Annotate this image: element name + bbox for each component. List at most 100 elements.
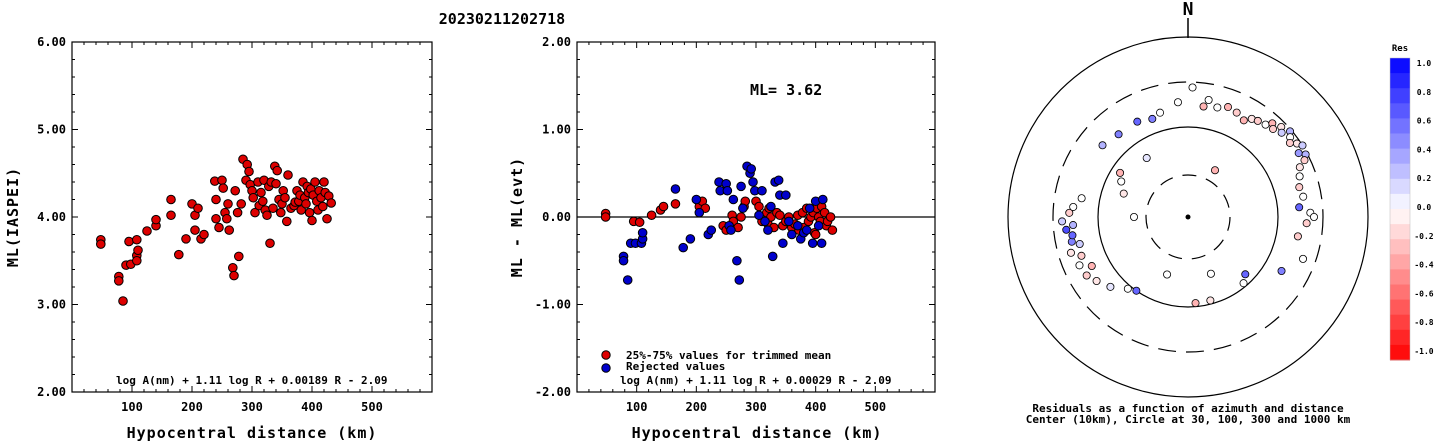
data-point — [262, 210, 272, 221]
data-point — [746, 164, 757, 174]
colorbar-cell — [1390, 344, 1410, 361]
data-point — [132, 234, 142, 245]
colorbar-cell — [1390, 58, 1410, 74]
plot-frame — [71, 41, 433, 393]
y-tick-label: 6.00 — [37, 35, 66, 49]
legend-label-trimmed: 25%-75% values for trimmed mean — [626, 349, 831, 362]
data-point — [211, 213, 221, 224]
data-point — [318, 201, 328, 212]
data-point — [181, 234, 191, 244]
station-marker — [1241, 270, 1250, 279]
colorbar-cell — [1390, 118, 1410, 134]
station-marker — [1069, 202, 1078, 211]
data-point — [763, 225, 773, 235]
data-point — [736, 212, 746, 222]
data-point — [726, 225, 736, 235]
data-point — [214, 222, 224, 233]
colorbar-cell — [1390, 284, 1410, 301]
data-point — [268, 203, 278, 214]
y-axis-title: ML(IASPEI) — [4, 167, 22, 267]
data-point — [217, 175, 227, 186]
colorbar-tick-label: -0.8 — [1414, 318, 1433, 327]
colorbar-tick-label: -0.4 — [1414, 261, 1433, 270]
station-marker — [1224, 103, 1233, 112]
colorbar-tick-label: -0.2 — [1414, 232, 1433, 241]
data-point — [738, 203, 748, 214]
data-point — [634, 217, 645, 228]
x-tick-label: 100 — [121, 400, 143, 414]
data-point — [230, 185, 240, 196]
data-point — [199, 229, 209, 240]
data-point — [691, 194, 702, 205]
station-marker — [1253, 116, 1262, 125]
formula-text: log A(nm) + 1.11 log R + 0.00189 R - 2.0… — [116, 374, 388, 387]
north-label: N — [1183, 0, 1194, 20]
station-marker — [1119, 189, 1128, 198]
data-point — [670, 184, 681, 194]
colorbar-cell — [1390, 299, 1410, 316]
colorbar-tick-label: 1.0 — [1417, 59, 1432, 68]
data-point — [258, 196, 268, 207]
ml-annotation: ML= 3.62 — [750, 81, 822, 99]
data-point — [732, 255, 742, 266]
colorbar-cell — [1390, 329, 1410, 346]
data-point — [190, 225, 200, 235]
x-tick-label: 100 — [626, 400, 648, 414]
station-marker — [1066, 248, 1075, 257]
x-tick-label: 300 — [745, 400, 767, 414]
station-marker — [1173, 98, 1182, 107]
station-marker — [1130, 212, 1139, 221]
station-marker — [1163, 270, 1172, 279]
data-point — [754, 201, 764, 212]
data-point — [174, 249, 184, 260]
colorbar-cell — [1390, 254, 1410, 270]
x-tick-label: 200 — [685, 400, 707, 414]
station-marker — [1206, 269, 1215, 278]
data-point — [114, 276, 124, 286]
data-point — [142, 226, 152, 236]
y-axis-title: ML - ML(evt) — [508, 157, 526, 277]
data-point — [307, 215, 317, 226]
y-tick-label: 3.00 — [37, 298, 66, 312]
station-marker — [1302, 219, 1311, 228]
data-point — [827, 225, 838, 235]
caption-line-2: Center (10km), Circle at 30, 100, 300 an… — [1026, 413, 1351, 426]
colorbar-frame — [1389, 57, 1411, 361]
colorbar-cell — [1390, 193, 1410, 210]
station-marker — [1285, 138, 1294, 147]
colorbar-cell — [1390, 163, 1410, 180]
station-marker — [1299, 254, 1308, 263]
colorbar-cell — [1390, 269, 1410, 285]
data-point — [229, 270, 239, 281]
x-axis-title: Hypocentral distance (km) — [127, 424, 378, 441]
data-point — [236, 199, 246, 209]
station-marker — [1191, 299, 1200, 308]
data-point — [685, 234, 696, 244]
data-point — [118, 296, 128, 306]
y-tick-label: -2.00 — [535, 385, 571, 399]
data-point — [736, 181, 746, 192]
station-marker — [1232, 108, 1241, 117]
x-tick-label: 500 — [361, 400, 383, 414]
station-marker — [1075, 261, 1084, 270]
data-point — [728, 194, 739, 205]
station-marker — [1213, 103, 1222, 112]
data-point — [250, 207, 260, 218]
ml-residual-panel: -2.00 -1.00 0.00 1.00 2.00 100 200 300 400 500 ML… — [508, 35, 936, 441]
y-tick-label: 0.00 — [542, 210, 571, 224]
data-point — [658, 201, 669, 212]
data-point — [646, 210, 657, 221]
data-point — [310, 177, 320, 187]
colorbar-cell — [1390, 224, 1410, 240]
legend-marker-trimmed — [601, 350, 611, 360]
ring-300km — [1052, 81, 1324, 353]
station-marker — [1199, 102, 1208, 111]
station-marker — [1098, 141, 1107, 150]
station-marker — [1069, 221, 1078, 230]
station-marker — [1065, 208, 1074, 217]
data-point — [301, 199, 311, 209]
data-point — [825, 212, 836, 222]
data-point — [818, 194, 828, 205]
ml-iaspei-panel: 2.00 3.00 4.00 5.00 6.00 100 200 300 400 500 ML(I… — [4, 35, 433, 441]
ring-100km — [1097, 126, 1279, 308]
